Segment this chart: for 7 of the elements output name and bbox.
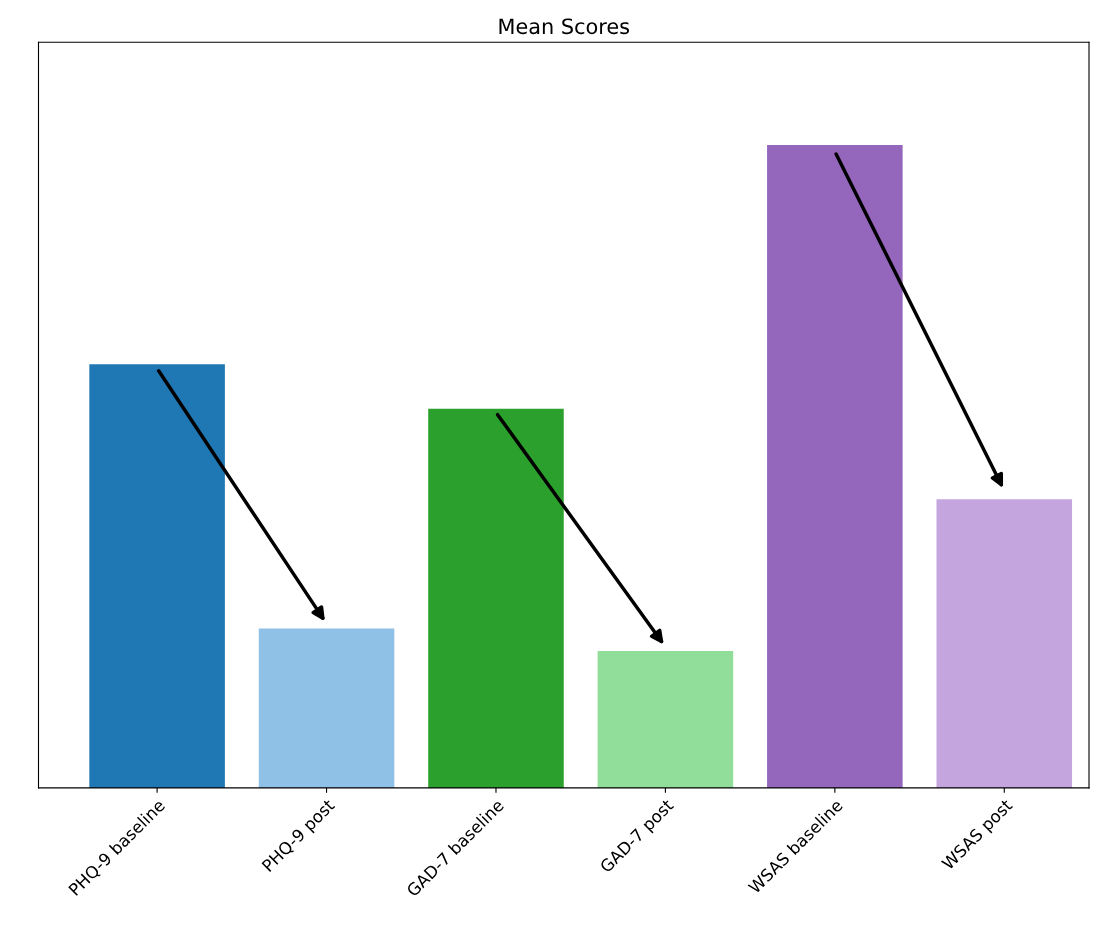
bar [258, 628, 395, 788]
chart-title: Mean Scores [499, 18, 630, 35]
bar [89, 364, 225, 788]
bar [767, 145, 903, 788]
bar [428, 408, 564, 788]
bar [597, 650, 734, 788]
bar [936, 499, 1073, 788]
